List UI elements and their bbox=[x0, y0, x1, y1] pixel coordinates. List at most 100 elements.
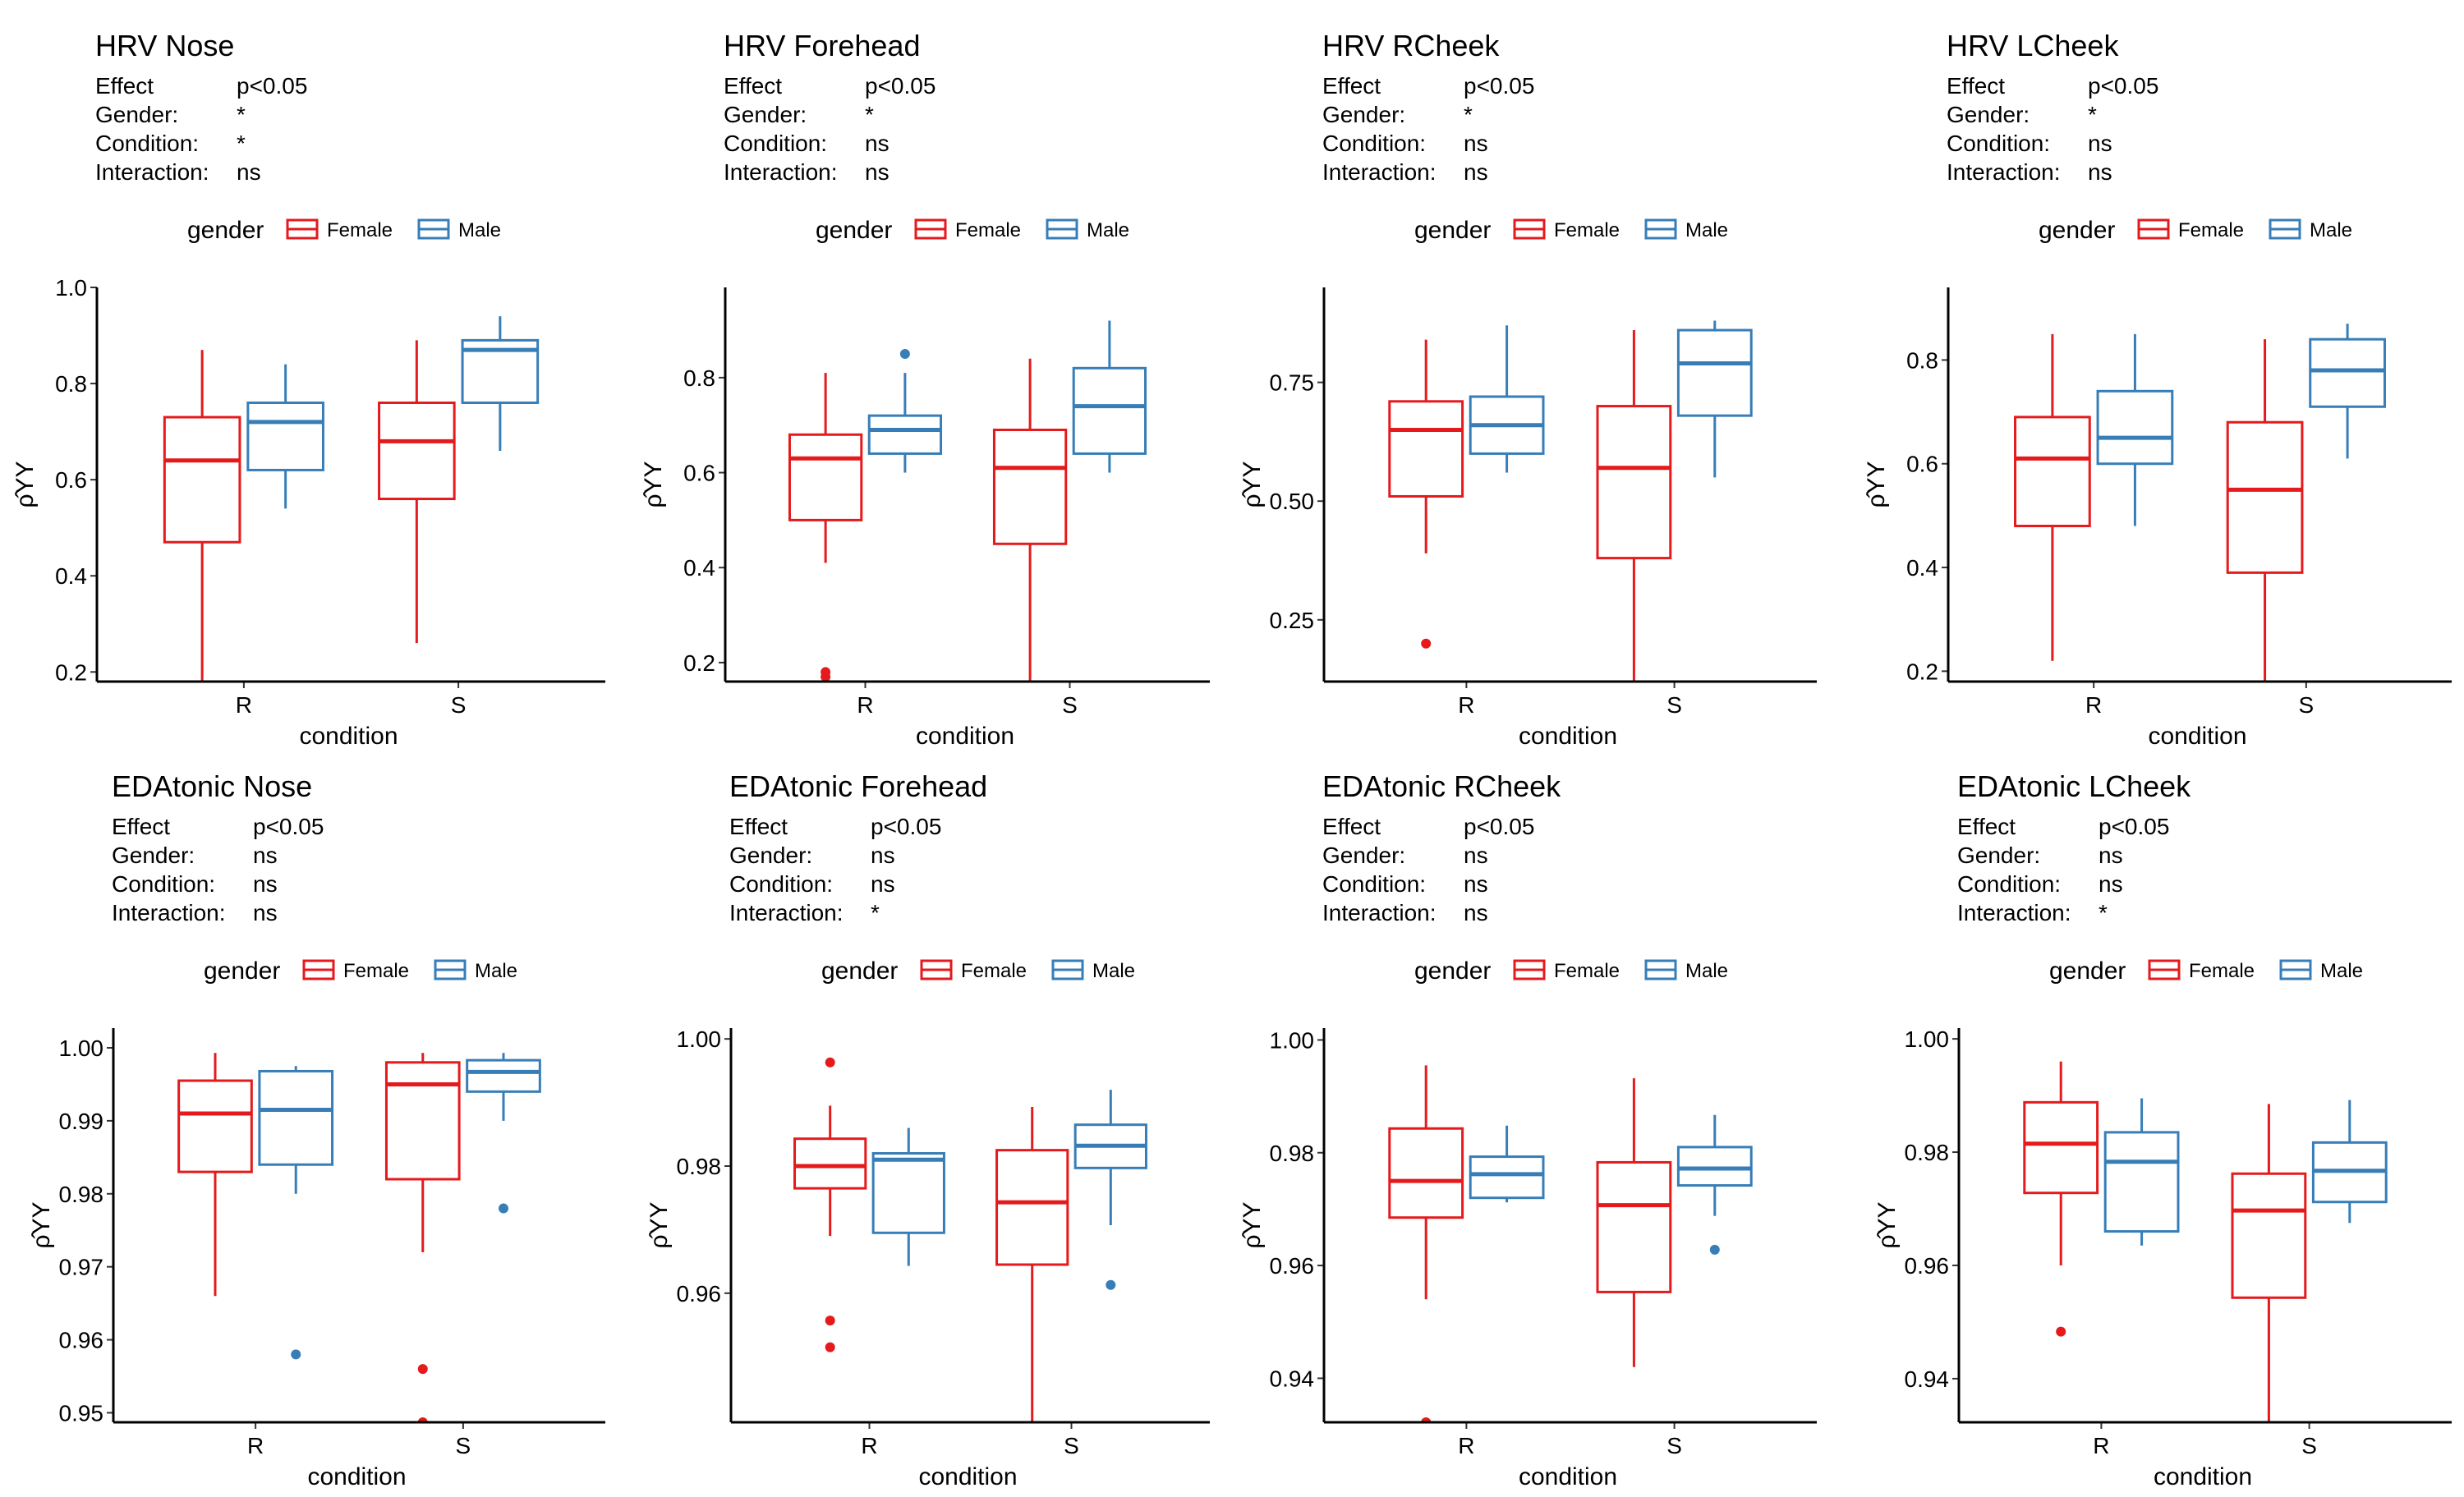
plot-area bbox=[1388, 1065, 1753, 1422]
stat-value: * bbox=[237, 131, 246, 156]
panel-title: HRV Forehead bbox=[724, 29, 920, 62]
x-tick-label: R bbox=[2085, 692, 2102, 718]
y-tick-label: 0.94 bbox=[1270, 1366, 1315, 1391]
stat-value: ns bbox=[2088, 159, 2112, 185]
y-axis-title: ρ̂YY bbox=[1239, 461, 1266, 507]
box-iqr bbox=[1596, 1160, 1672, 1293]
chart-panel: EDAtonic RCheek Effect p<0.05 Gender: ns Cond… bbox=[1239, 769, 1817, 1490]
y-axis-title: ρ̂YY bbox=[646, 1201, 673, 1248]
legend-label: Female bbox=[955, 219, 1021, 241]
stat-label: Effect bbox=[1322, 814, 1381, 839]
stat-label: Interaction: bbox=[1322, 159, 1437, 185]
stat-label: Effect bbox=[724, 73, 782, 99]
chart-panel: HRV Forehead Effect p<0.05 Gender: * Conditio… bbox=[640, 29, 1210, 750]
box-iqr bbox=[1676, 1146, 1753, 1187]
stat-label: Interaction: bbox=[729, 900, 844, 925]
legend-label: Male bbox=[1092, 960, 1135, 982]
chart-panel: EDAtonic LCheek Effect p<0.05 Gender: ns Cond… bbox=[1873, 769, 2452, 1490]
stat-label: Gender: bbox=[1957, 843, 2040, 868]
stat-value: ns bbox=[871, 843, 895, 868]
stat-value: ns bbox=[2088, 131, 2112, 156]
panel-title: HRV Nose bbox=[95, 29, 234, 62]
stat-value: ns bbox=[871, 871, 895, 897]
stat-label: Interaction: bbox=[724, 159, 838, 185]
stat-value: ns bbox=[253, 900, 278, 925]
box-iqr bbox=[788, 433, 863, 521]
stat-label: Interaction: bbox=[1322, 900, 1437, 925]
x-axis-title: condition bbox=[2148, 723, 2246, 750]
box-female-R bbox=[2023, 1061, 2099, 1337]
box-iqr bbox=[378, 401, 456, 501]
x-tick-label: R bbox=[1458, 692, 1474, 718]
box-iqr bbox=[992, 428, 1068, 545]
stat-value: ns bbox=[1464, 871, 1488, 897]
stat-value: ns bbox=[1464, 900, 1488, 925]
stat-value: * bbox=[2099, 900, 2108, 925]
box-male-S bbox=[1676, 320, 1753, 478]
y-tick-label: 0.50 bbox=[1270, 489, 1315, 514]
box-male-R bbox=[246, 364, 324, 509]
legend-title: gender bbox=[2049, 957, 2126, 985]
box-male-S bbox=[461, 316, 540, 452]
box-female-S bbox=[384, 1053, 461, 1422]
stat-label: Effect bbox=[1957, 814, 2016, 839]
y-tick-label: 0.4 bbox=[683, 555, 715, 581]
x-tick-label: S bbox=[1666, 1433, 1682, 1458]
stat-value: ns bbox=[2099, 871, 2123, 897]
y-tick-label: 0.96 bbox=[1270, 1253, 1315, 1279]
y-tick-label: 0.98 bbox=[677, 1154, 722, 1179]
box-male-R bbox=[1469, 1125, 1545, 1203]
stat-label: Gender: bbox=[729, 843, 812, 868]
stat-value: * bbox=[237, 102, 246, 127]
box-iqr bbox=[2226, 420, 2304, 574]
x-axis-title: condition bbox=[916, 723, 1014, 750]
y-tick-label: 0.2 bbox=[1906, 659, 1938, 684]
legend-label: Female bbox=[2178, 219, 2244, 241]
stat-label: Condition: bbox=[112, 871, 215, 897]
x-axis-title: condition bbox=[299, 723, 398, 750]
legend-label: Female bbox=[327, 219, 393, 241]
y-axis-title: ρ̂YY bbox=[11, 461, 39, 507]
stat-label: Gender: bbox=[1322, 102, 1405, 127]
y-tick-label: 0.6 bbox=[55, 467, 87, 493]
legend-title: gender bbox=[187, 217, 264, 244]
stat-label: Gender: bbox=[1322, 843, 1405, 868]
box-iqr bbox=[867, 414, 943, 455]
box-iqr bbox=[2103, 1131, 2180, 1233]
x-axis-title: condition bbox=[1519, 1463, 1617, 1490]
box-female-R bbox=[163, 350, 241, 682]
outlier-point bbox=[1106, 1279, 1116, 1290]
stat-label: Gender: bbox=[724, 102, 807, 127]
box-male-R bbox=[1469, 325, 1545, 473]
plot-area bbox=[177, 1053, 541, 1422]
y-tick-label: 1.00 bbox=[677, 1026, 722, 1052]
y-tick-label: 0.96 bbox=[59, 1328, 104, 1353]
legend-title: gender bbox=[1414, 957, 1491, 985]
stat-label: Effect bbox=[1322, 73, 1381, 99]
box-male-R bbox=[258, 1066, 334, 1360]
legend-label: Female bbox=[1554, 219, 1620, 241]
box-iqr bbox=[2231, 1172, 2307, 1299]
stat-label: Effect bbox=[95, 73, 154, 99]
box-male-S bbox=[1073, 1090, 1147, 1290]
stat-value: p<0.05 bbox=[865, 73, 935, 99]
legend-label: Male bbox=[458, 219, 501, 241]
chart-panel: HRV RCheek Effect p<0.05 Gender: * Condition:… bbox=[1239, 29, 1817, 750]
stat-value: ns bbox=[1464, 843, 1488, 868]
stat-label: Gender: bbox=[1947, 102, 2030, 127]
y-tick-label: 0.6 bbox=[683, 461, 715, 486]
legend-title: gender bbox=[821, 957, 898, 985]
legend-label: Male bbox=[1087, 219, 1129, 241]
legend-label: Male bbox=[1685, 219, 1728, 241]
box-female-S bbox=[1596, 1078, 1672, 1367]
legend-label: Male bbox=[1685, 960, 1728, 982]
stat-value: p<0.05 bbox=[2088, 73, 2158, 99]
legend-label: Female bbox=[961, 960, 1027, 982]
stat-value: p<0.05 bbox=[2099, 814, 2169, 839]
x-tick-label: S bbox=[1062, 692, 1078, 718]
stat-label: Interaction: bbox=[112, 900, 226, 925]
x-tick-label: S bbox=[456, 1433, 471, 1458]
y-tick-label: 0.8 bbox=[55, 371, 87, 397]
y-tick-label: 0.96 bbox=[677, 1281, 722, 1306]
y-tick-label: 0.96 bbox=[1905, 1253, 1950, 1279]
